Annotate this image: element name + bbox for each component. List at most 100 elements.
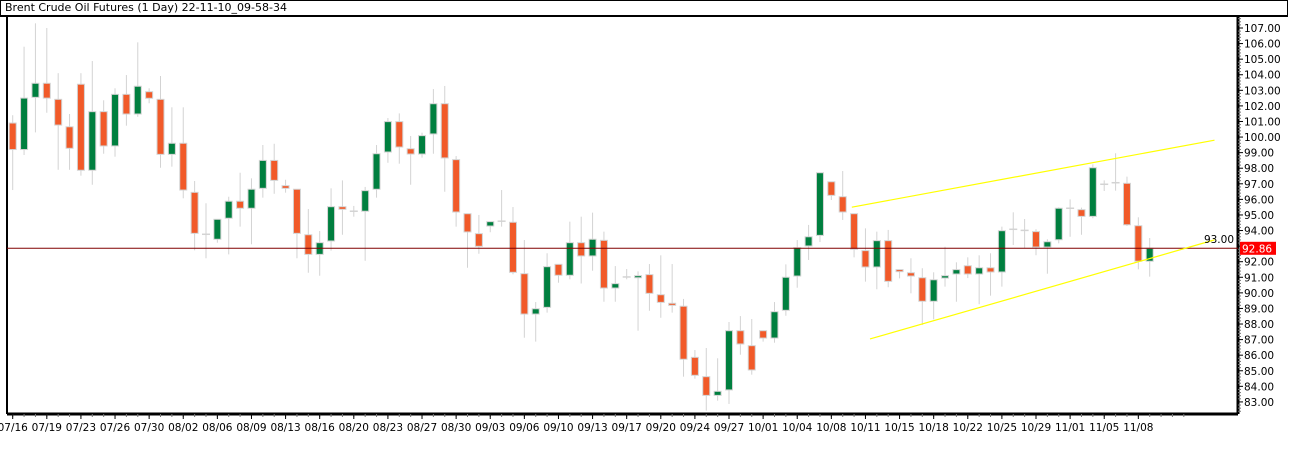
candle (315, 231, 324, 276)
bearish-candle-body (747, 345, 756, 371)
bullish-candle-body (543, 266, 552, 308)
y-tick-label: 88.00 (1244, 319, 1274, 331)
candle (759, 330, 768, 342)
candle (508, 207, 517, 275)
candle (190, 180, 199, 251)
candle (383, 118, 392, 163)
bullish-candle-body (941, 275, 950, 279)
bullish-candle-body (133, 85, 142, 115)
bullish-candle-body (531, 308, 540, 315)
x-tick-label: 08/23 (373, 422, 403, 434)
x-tick-label: 08/16 (305, 422, 336, 434)
candle (338, 180, 347, 235)
y-tick-label: 86.00 (1244, 350, 1274, 362)
candle (929, 272, 938, 320)
candle (372, 145, 381, 198)
bearish-candle-body (918, 277, 927, 302)
candle (236, 172, 245, 227)
bearish-candle-body (884, 240, 893, 282)
candle (872, 231, 881, 290)
candle (281, 179, 290, 193)
candle (167, 107, 176, 167)
bullish-candle-body (167, 142, 176, 155)
bullish-candle-body (565, 242, 574, 276)
x-tick-label: 10/18 (919, 422, 949, 434)
candle (440, 85, 449, 192)
bearish-candle-body (850, 213, 859, 250)
bearish-candle-body (463, 213, 472, 233)
bullish-candle-body (372, 153, 381, 190)
bearish-candle-body (236, 200, 245, 209)
x-tick-label: 09/13 (577, 422, 607, 434)
bearish-candle-body (304, 234, 313, 255)
x-tick-label: 11/05 (1089, 422, 1119, 434)
y-tick-label: 106.00 (1244, 39, 1281, 51)
bearish-candle-body (281, 185, 290, 189)
overlays (7, 139, 1238, 340)
bullish-candle-body (781, 276, 790, 311)
y-tick-label: 90.00 (1244, 288, 1274, 300)
candle (906, 258, 915, 294)
y-tick-label: 83.00 (1244, 397, 1274, 409)
bearish-candle-body (1134, 225, 1143, 262)
bearish-candle-body (440, 103, 449, 159)
bullish-candle-body (213, 218, 222, 240)
candle (8, 115, 17, 191)
candle (1009, 212, 1018, 246)
bearish-candle-body (42, 82, 51, 99)
y-tick-label: 97.00 (1244, 179, 1274, 191)
upper-channel-trendline (851, 139, 1215, 208)
plot-frame (6, 17, 1240, 416)
candle (247, 178, 256, 245)
x-tick-label: 10/04 (782, 422, 813, 434)
bullish-candle-body (1043, 241, 1052, 248)
lower-channel-trendline (869, 239, 1215, 340)
candle (349, 205, 358, 217)
bearish-candle-body (76, 83, 85, 171)
candle (850, 213, 859, 258)
candle (1122, 176, 1131, 227)
bullish-candle-body (872, 240, 881, 268)
bullish-candle-body (88, 111, 97, 171)
x-tick-label: 10/25 (987, 422, 1017, 434)
x-tick-label: 07/30 (134, 422, 164, 434)
bearish-candle-body (395, 121, 404, 148)
y-tick-label: 103.00 (1244, 85, 1281, 97)
candle (577, 216, 586, 284)
x-tick-label: 09/10 (543, 422, 573, 434)
y-tick-label: 85.00 (1244, 366, 1274, 378)
bearish-candle-body (190, 191, 199, 234)
candle (111, 88, 120, 157)
candle (133, 42, 142, 117)
candle (1054, 207, 1063, 244)
x-tick-label: 10/08 (816, 422, 846, 434)
candle (486, 221, 495, 233)
y-tick-label: 84.00 (1244, 381, 1274, 393)
candle (770, 302, 779, 343)
bearish-candle-body (986, 267, 995, 273)
candle (122, 75, 131, 126)
bearish-candle-body (827, 181, 836, 196)
bullish-candle-body (793, 247, 802, 277)
candle (895, 269, 904, 279)
price-axis: 107.00 106.00 105.00 104.00 103.00 102.00 101.… (1204, 18, 1281, 412)
candle (975, 255, 984, 305)
bullish-candle-body (929, 279, 938, 302)
candle (963, 257, 972, 279)
candle (406, 135, 415, 185)
bearish-candle-body (679, 305, 688, 360)
bearish-candle-body (963, 265, 972, 275)
bullish-candle-body (634, 275, 643, 279)
candle (554, 263, 563, 283)
bearish-candle-body (759, 330, 768, 339)
candle (861, 228, 870, 282)
candle (292, 188, 301, 259)
chart-title: Brent Crude Oil Futures (1 Day) 22-11-10… (5, 1, 287, 14)
y-tick-label: 92.00 (1244, 257, 1274, 269)
bullish-candle-body (247, 188, 256, 209)
x-tick-label: 08/09 (236, 422, 266, 434)
bullish-candle-body (486, 221, 495, 227)
y-tick-label: 98.00 (1244, 163, 1274, 175)
candle (213, 218, 222, 243)
